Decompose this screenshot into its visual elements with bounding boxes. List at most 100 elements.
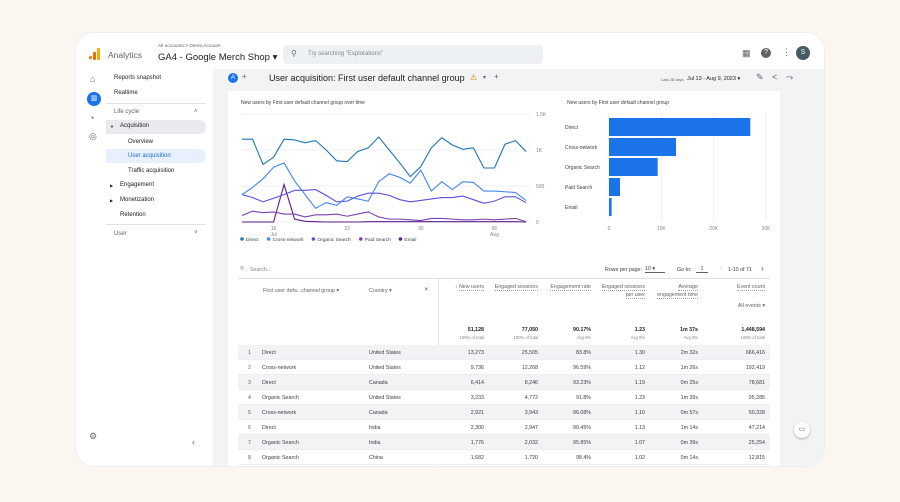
settings-gear-icon[interactable]: ⚙ [89,431,98,441]
cell-metric: 666,416 [745,350,765,356]
help-icon[interactable]: ? [761,48,771,58]
series-line-organic-search[interactable] [241,189,527,204]
insights-icon[interactable]: ⤳ [786,72,794,82]
metric-header[interactable]: Average engagement time [657,284,698,299]
table-row[interactable]: 5 Cross-network Canada 2,921 3,943 96.08% 1.10… [238,405,770,420]
x-tick-label: 10K [657,226,667,232]
home-icon[interactable]: ⌂ [90,74,96,84]
cell-country: United States [369,365,401,371]
cell-country: United States [369,350,401,356]
customize-report-icon[interactable]: ✎ [756,72,764,82]
add-comparison-icon[interactable]: + [242,72,247,81]
cell-metric: 90.45% [573,425,591,431]
bar-cross-network[interactable] [609,138,676,156]
series-line-direct[interactable] [242,136,527,178]
bar-chart-title: New users by First user default channel … [567,100,669,106]
cell-country: China [369,455,383,461]
feedback-icon[interactable]: ▭ [794,422,810,438]
advertising-icon[interactable]: ◎ [89,131,97,141]
x-tick-label: 30K [762,226,772,232]
series-line-email[interactable] [242,182,527,223]
remove-dimension-icon[interactable]: ✕ [424,287,429,293]
goto-input[interactable]: 1 [696,266,708,273]
row-index: 5 [248,410,251,416]
add-icon[interactable]: + [494,72,499,81]
chevron-down-icon[interactable]: ˅ [194,230,198,236]
cell-metric: 91.8% [575,395,591,401]
metric-header[interactable]: Engaged sessions per user [601,284,645,299]
table-row[interactable]: 7 Organic Search India 1,776 2,032 95.85% 1.07… [238,435,770,450]
table-row[interactable]: 2 Cross-network United States 9,736 12,268 96… [238,360,770,375]
bar-organic-search[interactable] [609,158,658,176]
cell-metric: 192,419 [745,365,765,371]
table-row[interactable]: 3 Direct Canada 6,414 8,246 93.23% 1.19 0m 25s 7… [238,375,770,390]
bar-direct[interactable] [609,118,751,136]
next-page-icon[interactable]: › [761,264,764,273]
cell-metric: 12,815 [748,455,765,461]
metric-header[interactable]: Engaged sessions [494,284,538,291]
account-breadcrumb[interactable]: All accounts > Demo Account [158,44,221,49]
cell-metric: 6,414 [470,380,484,386]
more-vert-icon[interactable]: ⋮ [782,47,791,57]
sidebar-item-overview[interactable]: Overview [128,139,154,145]
legend-label[interactable]: Organic Search [317,237,351,243]
table-row[interactable]: 8 Organic Search China 1,682 1,720 98.4% 1.02 0… [238,450,770,465]
cell-country: India [369,440,381,446]
sidebar-item-engagement[interactable]: Engagement [120,182,155,188]
cell-metric: 0m 14s [680,455,698,461]
cell-metric: 1,720 [524,455,538,461]
bar-email[interactable] [609,198,612,216]
sidebar-item-monetization[interactable]: Monetization [120,197,155,203]
metric-header[interactable]: Engagement rate [550,284,591,291]
sidebar-item-retention[interactable]: Retention [120,212,146,218]
cell-metric: 1.23 [634,395,645,401]
reports-icon[interactable]: ▥ [87,92,101,106]
cell-metric: 1,682 [470,455,484,461]
event-filter-select[interactable]: All events ▾ [737,303,765,309]
legend-marker [311,237,316,241]
property-selector[interactable]: GA4 - Google Merch Shop ▾ [158,52,278,63]
share-icon[interactable]: < [772,72,778,82]
table-row[interactable]: 6 Direct India 2,300 2,947 90.45% 1.13 1m 14s 47… [238,420,770,435]
cell-metric: 25,254 [748,440,765,446]
metric-header[interactable]: ↓ New users [454,284,484,291]
table-row[interactable]: 1 Direct United States 13,273 25,505 83.8% 1.3… [238,345,770,360]
sidebar-item-user-acquisition[interactable]: User acquisition [106,149,206,163]
dimension-header-channel[interactable]: First user defa...channel group ▾ [263,288,339,294]
avatar[interactable]: S [796,46,810,60]
date-range-picker[interactable]: Jul 13 - Aug 9, 2023 ▾ [687,76,741,82]
table-row[interactable]: 4 Organic Search United States 3,233 4,772 91… [238,390,770,405]
title-dropdown-icon[interactable]: ▾ [483,75,487,81]
legend-label[interactable]: Email [404,237,416,243]
dimension-header-country[interactable]: Country ▾ [369,288,392,294]
comparison-badge[interactable]: A [228,73,238,83]
sidebar-section-user[interactable]: User [114,231,127,237]
legend-label[interactable]: Cross-network [273,237,305,243]
sidebar-item-acquisition[interactable]: ▼ Acquisition [106,120,206,134]
prev-page-icon[interactable]: ‹ [720,265,723,272]
sidebar-item-traffic-acquisition[interactable]: Traffic acquisition [128,168,175,174]
sidebar-item-realtime[interactable]: Realtime [114,90,138,96]
apps-grid-icon[interactable]: ▦ [742,48,751,58]
cell-metric: 1,776 [470,440,484,446]
table-search-icon: ⚲ [240,266,244,272]
cell-metric: 2m 32s [680,350,698,356]
table-search-input[interactable]: Search... [250,267,272,273]
bar-paid-search[interactable] [609,178,620,196]
rows-per-page-select[interactable]: 10 ▾ [645,266,665,273]
cell-metric: 93.23% [573,380,591,386]
line-chart-title: New users by First user default channel … [241,100,365,106]
explore-icon[interactable]: ◔ [89,113,95,123]
sidebar-item-reports-snapshot[interactable]: Reports snapshot [114,75,162,81]
collapse-sidebar-icon[interactable]: ‹ [192,437,195,447]
series-line-cross-network[interactable] [241,162,527,210]
sidebar-section-life-cycle[interactable]: Life cycle [114,109,140,115]
metric-header[interactable]: Event count [737,284,765,291]
warning-icon[interactable]: ⚠ [470,73,478,82]
legend-label[interactable]: Paid Search [365,237,391,243]
search-box[interactable]: ⚲ Try searching "Explorations" [283,45,543,64]
series-line-paid-search[interactable] [241,210,527,223]
report-card: New users by First user default channel … [228,91,780,466]
legend-label[interactable]: Direct [246,237,259,243]
chevron-up-icon[interactable]: ˄ [194,109,198,115]
